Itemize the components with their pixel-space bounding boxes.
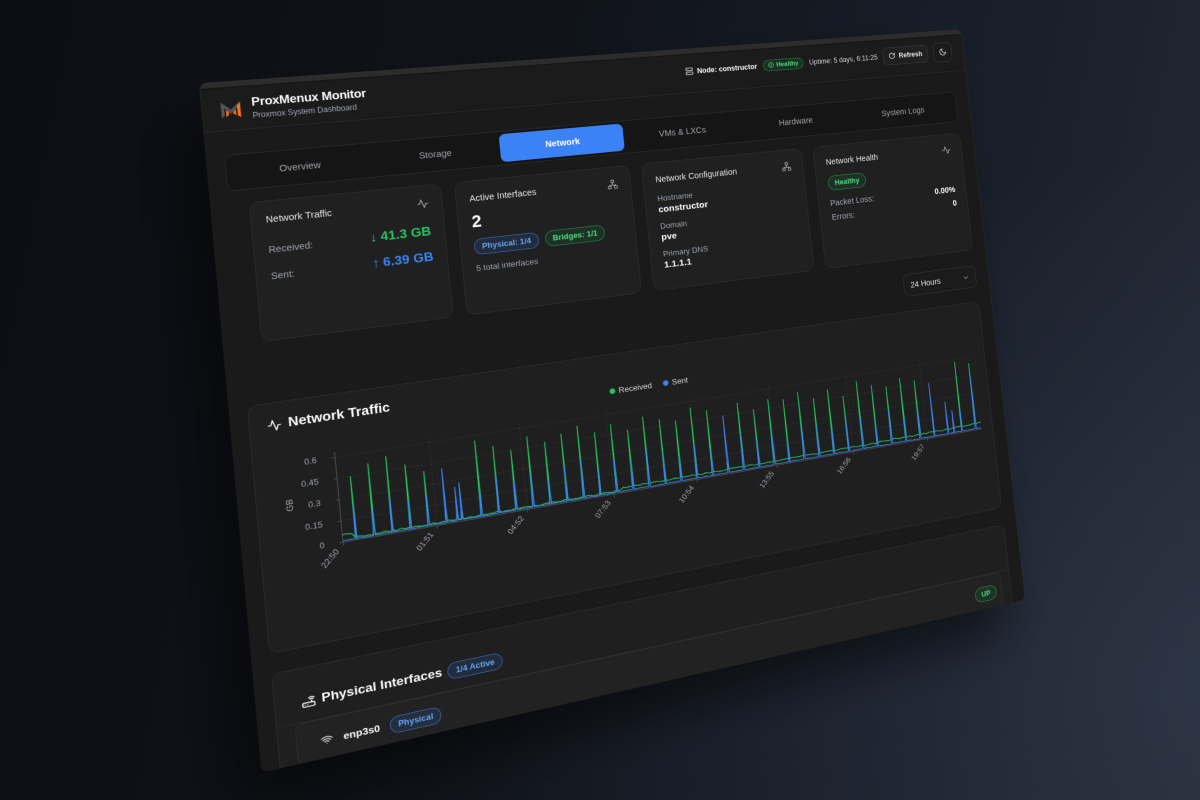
network-icon xyxy=(607,179,618,190)
x-tick-label: 13:55 xyxy=(758,470,776,490)
network-icon xyxy=(781,161,792,172)
y-tick-label: 0.15 xyxy=(305,519,323,531)
y-tick-label: 0.6 xyxy=(304,456,317,467)
router-icon xyxy=(301,693,317,709)
wifi-icon xyxy=(320,732,334,747)
activity-icon xyxy=(267,419,282,431)
refresh-button[interactable]: Refresh xyxy=(881,44,929,66)
time-range-select[interactable]: 24 Hours xyxy=(902,265,978,298)
y-axis-label: GB xyxy=(284,498,295,512)
interface-status-badge: UP xyxy=(974,584,998,604)
packet-loss-label: Packet Loss: xyxy=(829,193,875,208)
card-title: Network Traffic xyxy=(265,207,333,225)
time-range-value: 24 Hours xyxy=(910,276,942,290)
card-network-configuration: Network Configuration Hostname construct… xyxy=(640,148,815,292)
health-status-badge: Healthy xyxy=(827,172,867,191)
x-tick-label: 22:50 xyxy=(319,547,341,569)
app-header: ProxMenux Monitor Proxmox System Dashboa… xyxy=(200,35,966,133)
bridges-count-badge: Bridges: 1/1 xyxy=(544,224,606,247)
card-title: Network Health xyxy=(825,152,879,167)
x-tick-label: 16:56 xyxy=(835,456,852,476)
interface-type-badge: Physical xyxy=(389,706,443,735)
refresh-label: Refresh xyxy=(898,49,923,60)
theme-toggle-button[interactable] xyxy=(932,41,953,63)
tab-system-logs[interactable]: System Logs xyxy=(880,105,925,118)
refresh-icon xyxy=(888,52,896,60)
check-circle-icon xyxy=(767,62,774,69)
legend-dot xyxy=(609,388,616,395)
activity-icon xyxy=(941,145,951,155)
server-icon xyxy=(684,67,694,76)
x-tick-label: 19:57 xyxy=(910,443,926,462)
legend-dot xyxy=(662,380,669,387)
y-tick-label: 0.3 xyxy=(308,498,321,509)
activity-icon xyxy=(416,198,428,210)
dashboard-panel: ProxMenux Monitor Proxmox System Dashboa… xyxy=(199,29,1025,772)
sent-value: ↑ 6.39 GB xyxy=(371,249,435,271)
health-badge: Healthy xyxy=(762,56,805,72)
tab-vms-lxcs[interactable]: VMs & LXCs xyxy=(658,124,707,139)
physical-count-badge: Physical: 1/4 xyxy=(473,231,540,256)
tab-storage[interactable]: Storage xyxy=(418,147,453,161)
card-network-health: Network Health Healthy Packet Loss: 0.00… xyxy=(812,132,974,269)
chevron-down-icon xyxy=(962,273,970,281)
brand-text: ProxMenux Monitor Proxmox System Dashboa… xyxy=(251,87,368,120)
main-content: Overview Storage Network VMs & LXCs Hardware… xyxy=(204,71,1025,772)
traffic-line-chart: 0 0.15 0.3 0.45 0.6 GB 22:50 01:51 04:52 07:53 10:… xyxy=(284,341,986,570)
brand: ProxMenux Monitor Proxmox System Dashboa… xyxy=(216,87,368,123)
tab-hardware[interactable]: Hardware xyxy=(778,115,814,128)
active-count-badge: 1/4 Active xyxy=(446,652,504,681)
card-title: Active Interfaces xyxy=(468,186,537,204)
card-title: Network Configuration xyxy=(654,166,738,185)
node-indicator: Node: constructor xyxy=(684,62,757,76)
card-active-interfaces: Active Interfaces 2 Physical: 1/4 Bridge… xyxy=(453,165,642,316)
x-tick-label: 07:53 xyxy=(593,499,612,520)
tab-network[interactable]: Network xyxy=(498,123,625,163)
health-badge-label: Healthy xyxy=(775,59,799,69)
sent-label: Sent: xyxy=(270,267,295,281)
x-tick-label: 01:51 xyxy=(414,530,435,552)
errors-value: 0 xyxy=(952,198,958,208)
tab-overview[interactable]: Overview xyxy=(278,159,322,174)
network-traffic-chart-card: Network Traffic Received Sent 0 0.15 0.3 0.4… xyxy=(246,301,1003,655)
interface-name: enp3s0 xyxy=(342,722,381,742)
uptime-label: Uptime: 5 days, 6:11:25 xyxy=(808,53,878,67)
node-label: Node: constructor xyxy=(696,62,758,75)
x-tick-label: 04:52 xyxy=(506,514,526,535)
proxmenux-logo-icon xyxy=(220,100,242,119)
x-tick-label: 10:54 xyxy=(677,484,696,504)
received-value: ↓ 41.3 GB xyxy=(369,224,432,245)
moon-icon xyxy=(938,48,947,57)
y-tick-label: 0 xyxy=(319,541,325,551)
card-network-traffic: Network Traffic Received: ↓ 41.3 GB Sent… xyxy=(248,183,454,343)
sent-row: Sent: ↑ 6.39 GB xyxy=(270,250,434,283)
errors-label: Errors: xyxy=(831,210,856,222)
received-label: Received: xyxy=(268,239,314,255)
y-tick-label: 0.45 xyxy=(301,477,319,489)
packet-loss-value: 0.00% xyxy=(934,184,956,196)
